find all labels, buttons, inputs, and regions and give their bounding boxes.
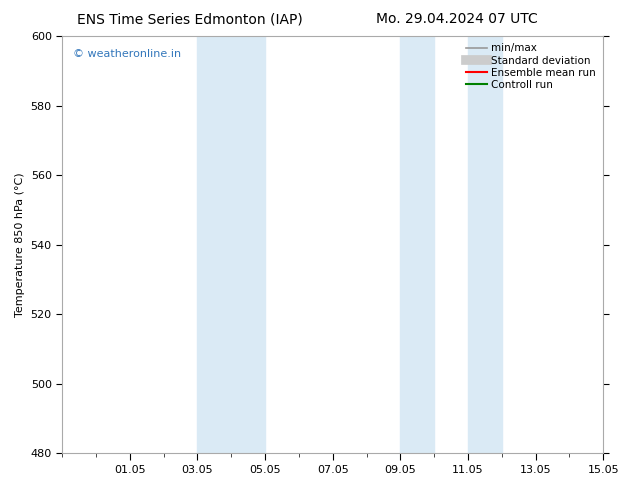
Legend: min/max, Standard deviation, Ensemble mean run, Controll run: min/max, Standard deviation, Ensemble me… — [462, 39, 600, 94]
Bar — [400, 36, 434, 453]
Text: ENS Time Series Edmonton (IAP): ENS Time Series Edmonton (IAP) — [77, 12, 303, 26]
Bar — [468, 36, 501, 453]
Bar — [231, 36, 265, 453]
Y-axis label: Temperature 850 hPa (°C): Temperature 850 hPa (°C) — [15, 172, 25, 317]
Bar — [197, 36, 231, 453]
Text: © weatheronline.in: © weatheronline.in — [73, 49, 181, 59]
Text: Mo. 29.04.2024 07 UTC: Mo. 29.04.2024 07 UTC — [375, 12, 538, 26]
